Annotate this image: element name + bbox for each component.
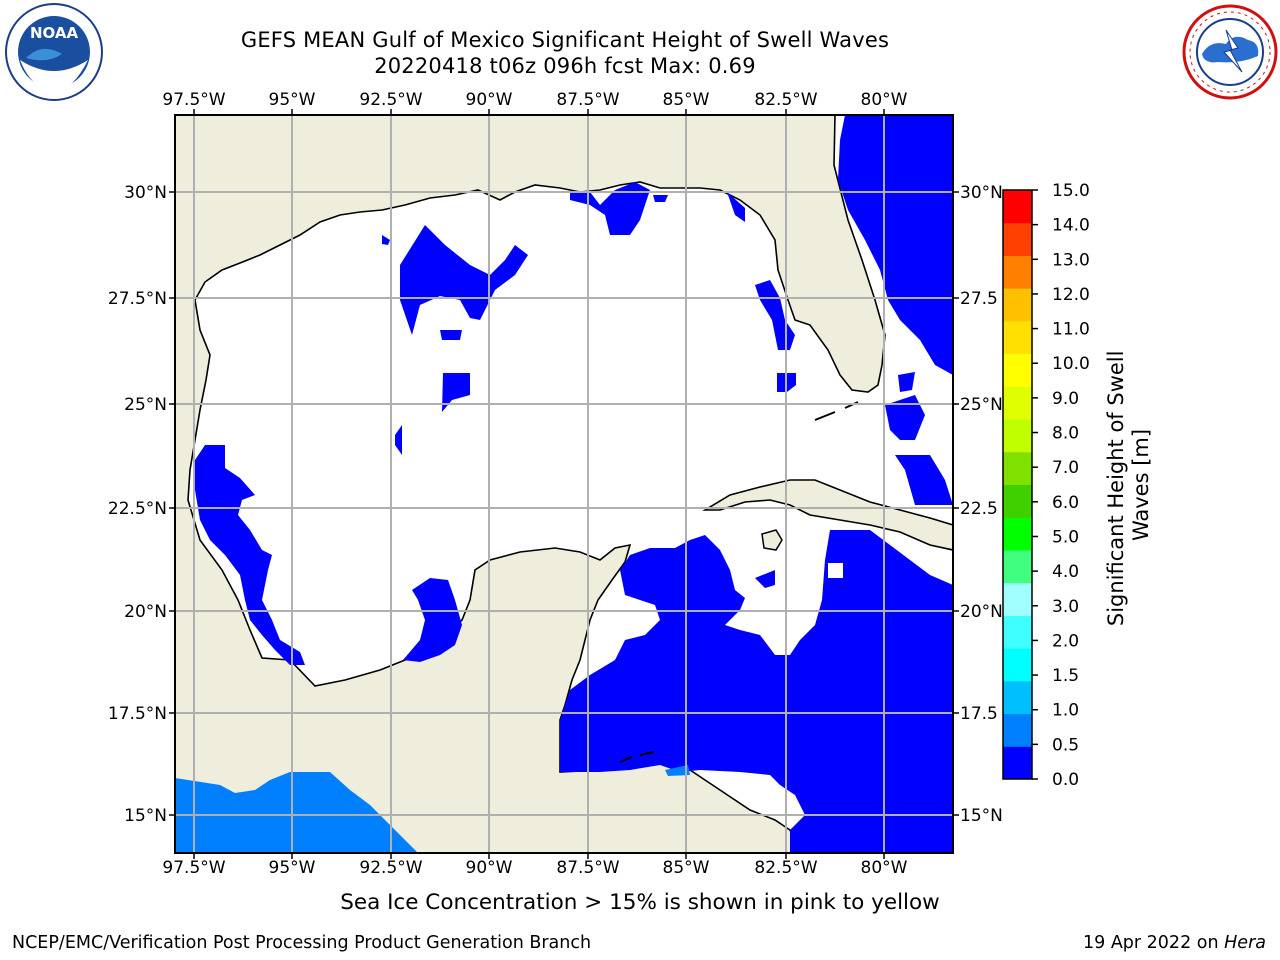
lat-label-left: 27.5°N [108,289,167,309]
map-plot-area [175,115,953,853]
footer-date: 19 Apr 2022 on Hera [1083,933,1266,953]
lat-label-left: 15°N [124,806,167,826]
colorbar-segment [1003,615,1032,649]
lon-label-bottom: 97.5°W [162,858,225,878]
lon-label-top: 90°W [466,90,513,110]
footer-host: Hera [1224,933,1266,953]
lon-label-top: 87.5°W [556,90,619,110]
lat-label-right: 22.5 [960,499,998,519]
colorbar [1002,189,1038,780]
colorbar-segment [1003,582,1032,616]
colorbar-tick-label: 13.0 [1052,250,1090,270]
footer-date-text: 19 Apr 2022 on [1083,933,1225,953]
colorbar-segment [1003,288,1032,322]
colorbar-tick-label: 1.5 [1052,666,1079,686]
lat-label-right: 27.5 [960,289,998,309]
sea-ice-caption: Sea Ice Concentration > 15% is shown in … [340,890,940,915]
land-cuba [702,479,953,551]
noaa-logo-text: NOAA [30,24,79,42]
colorbar-segment [1003,648,1032,682]
lon-label-top: 92.5°W [359,90,422,110]
lat-label-left: 17.5°N [108,704,167,724]
lon-label-bottom: 95°W [269,858,316,878]
lat-label-right: 30°N [960,183,1003,203]
lon-label-bottom: 87.5°W [556,858,619,878]
colorbar-segment [1003,517,1032,551]
colorbar-segment [1003,222,1032,256]
lat-label-right: 20°N [960,602,1003,622]
colorbar-tick-label: 3.0 [1052,597,1079,617]
colorbar-tick-label: 14.0 [1052,216,1090,236]
swell-patch-caribbean [665,765,690,776]
colorbar-label: Significant Height of Swell Waves [m] [1104,344,1153,626]
lat-label-left: 22.5°N [108,499,167,519]
lon-label-bottom: 90°W [466,858,513,878]
colorbar-label-line2: Waves [m] [1129,429,1153,541]
colorbar-segment [1003,451,1032,485]
lat-label-left: 30°N [124,183,167,203]
colorbar-tick-label: 10.0 [1052,354,1090,374]
chart-subtitle: 20220418 t06z 096h fcst Max: 0.69 [374,54,756,78]
colorbar-tick-label: 7.0 [1052,458,1079,478]
colorbar-segment [1003,386,1032,420]
land-mainland [175,115,886,853]
lon-label-top: 82.5°W [754,90,817,110]
footer-credit: NCEP/EMC/Verification Post Processing Pr… [12,933,592,953]
chart-title: GEFS MEAN Gulf of Mexico Significant Hei… [240,28,890,52]
lon-label-top: 85°W [663,90,710,110]
map-frame [174,114,954,854]
colorbar-frame [1002,189,1033,780]
colorbar-segment [1003,419,1032,453]
colorbar-segment [1003,713,1032,747]
lat-label-left: 25°N [124,395,167,415]
lon-label-top: 97.5°W [162,90,225,110]
colorbar-tick-label: 4.0 [1052,562,1079,582]
land-isla-juventud [761,529,783,551]
colorbar-segment [1003,255,1032,289]
colorbar-tick-label: 1.0 [1052,701,1079,721]
map-ticks [169,109,959,859]
colorbar-tick-label: 15.0 [1052,181,1090,201]
colorbar-tick-label: 0.0 [1052,770,1079,790]
lon-labels: 97.5°W 95°W 92.5°W 90°W 87.5°W 85°W 82.5… [162,90,907,878]
lat-label-right: 25°N [960,395,1003,415]
colorbar-tick-label: 6.0 [1052,493,1079,513]
lon-label-bottom: 92.5°W [359,858,422,878]
colorbar-segment [1003,320,1032,355]
lon-label-bottom: 80°W [861,858,908,878]
colorbar-tick-label: 12.0 [1052,285,1090,305]
nws-logo [1182,4,1278,100]
lat-label-left: 20°N [124,602,167,622]
lat-label-right: 15°N [960,806,1003,826]
colorbar-segment [1003,190,1032,224]
swell-gap [828,563,843,578]
lat-label-right: 17.5 [960,704,998,724]
map-gridlines [175,115,953,853]
lat-labels-right: 30°N 27.5 25°N 22.5 20°N 17.5 15°N [960,183,1003,826]
lon-label-top: 80°W [861,90,908,110]
noaa-logo: NOAA [5,3,103,101]
colorbar-tick-label: 0.5 [1052,735,1079,755]
colorbar-tick-label: 2.0 [1052,631,1079,651]
colorbar-tick-label: 8.0 [1052,424,1079,444]
lon-label-bottom: 85°W [663,858,710,878]
colorbar-segment [1003,549,1032,584]
colorbar-segment [1003,484,1032,518]
colorbar-segment [1003,746,1032,780]
colorbar-tick-label: 11.0 [1052,320,1090,340]
swell-field-pacific [175,772,418,853]
colorbar-tick-label: 9.0 [1052,389,1079,409]
colorbar-tick-labels: 0.0 0.5 1.0 1.5 2.0 3.0 4.0 5.0 6.0 7.0 8.0 9.0 10.0… [1052,181,1090,790]
colorbar-label-line1: Significant Height of Swell [1104,351,1128,627]
colorbar-segment [1003,680,1032,715]
lon-label-top: 95°W [269,90,316,110]
colorbar-tick-label: 5.0 [1052,527,1079,547]
lat-labels-left: 30°N 27.5°N 25°N 22.5°N 20°N 17.5°N 15°N [108,183,167,826]
island-coast [619,751,655,763]
colorbar-segment [1003,353,1032,387]
lon-label-bottom: 82.5°W [754,858,817,878]
